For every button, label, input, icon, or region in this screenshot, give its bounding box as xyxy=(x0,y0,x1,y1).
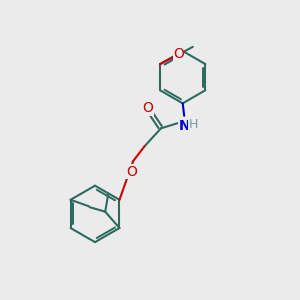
Text: O: O xyxy=(173,47,184,61)
Text: N: N xyxy=(179,119,190,133)
Text: H: H xyxy=(188,118,198,131)
Text: O: O xyxy=(126,165,137,178)
Text: O: O xyxy=(142,101,153,115)
